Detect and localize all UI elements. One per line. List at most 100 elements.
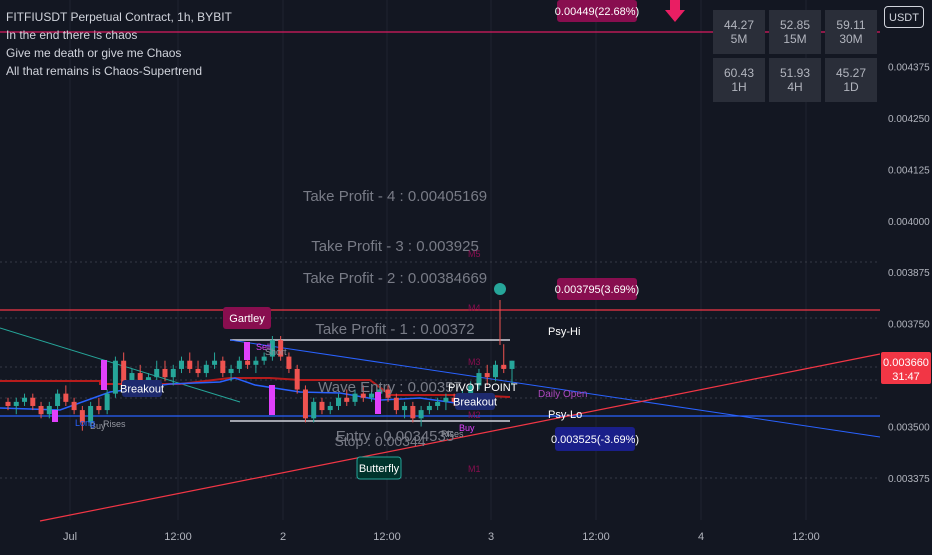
candle-body — [121, 360, 127, 386]
candle-body — [377, 389, 383, 394]
price-tick: 0.003375 — [888, 474, 930, 485]
tf-label: 1D — [843, 80, 859, 94]
current-price-tag — [881, 352, 931, 384]
candle-body — [30, 397, 36, 406]
candle-body — [294, 368, 300, 390]
m5-label: M5 — [468, 249, 481, 259]
candle-body — [253, 360, 259, 365]
candle-body — [492, 364, 498, 378]
candle-body — [369, 393, 375, 398]
price-tick: 0.004375 — [888, 62, 930, 73]
candle-body — [170, 368, 176, 378]
breakout-label-2-box — [455, 393, 495, 410]
supertrend-red — [0, 377, 511, 398]
time-axis-bg — [0, 522, 932, 550]
pattern-candle — [101, 360, 107, 390]
psy-hi-label: Psy-Hi — [548, 326, 580, 338]
candle-body — [245, 360, 251, 365]
callout-up-box — [557, 278, 637, 300]
candle-body — [145, 377, 151, 382]
stop-label: Stop : 0.00344 — [334, 433, 425, 449]
price-tick: 0.004125 — [888, 165, 930, 176]
price-tick: 0.003500 — [888, 423, 930, 434]
tf-cell-1d: 45.27 1D — [825, 58, 877, 102]
tp2-label: Take Profit - 2 : 0.00384669 — [303, 270, 487, 287]
teal-trendline — [0, 327, 241, 403]
chart-header: FITFIUSDT Perpetual Contract, 1h, BYBIT … — [6, 8, 232, 80]
candle-body — [278, 340, 284, 357]
candle-body — [451, 397, 457, 402]
candle-body — [5, 401, 11, 406]
tp1-label: Take Profit - 1 : 0.00372 — [315, 321, 474, 338]
tf-cell-5m: 44.27 5M — [713, 10, 765, 54]
m3-label: M3 — [468, 357, 481, 367]
candle-body — [96, 405, 102, 411]
price-tick: 0.003750 — [888, 320, 930, 331]
breakout-label-1: Breakout — [120, 384, 164, 396]
candle-body — [63, 393, 69, 402]
candle-body — [220, 360, 226, 374]
candle-body — [418, 410, 424, 419]
butterfly-label-box — [356, 456, 402, 480]
candle-body — [344, 397, 350, 402]
callout-down: 0.003525(-3.69%) — [551, 434, 639, 446]
candle-body — [352, 393, 358, 402]
m2-label: M2 — [468, 410, 481, 420]
candle-body — [476, 373, 482, 386]
m1-label: M1 — [468, 464, 481, 474]
timeframe-table: 44.27 5M 52.85 15M 59.11 30M 60.43 1H 51.93 4… — [713, 10, 877, 102]
pivot-point-label: PIVOT POINT — [448, 382, 518, 394]
tf-value: 44.27 — [723, 18, 755, 32]
wave-entry-label: Wave Entry : 0.00357 — [318, 379, 462, 396]
tf-value: 52.85 — [779, 18, 811, 32]
pattern-candle — [52, 410, 58, 422]
candle-body — [435, 401, 441, 406]
candle-body — [38, 405, 44, 415]
tf-cell-30m: 59.11 30M — [825, 10, 877, 54]
tf-cell-1h: 60.43 1H — [713, 58, 765, 102]
candle-body — [484, 373, 490, 378]
tf-value: 51.93 — [779, 66, 811, 80]
tp3-label: Take Profit - 3 : 0.003925 — [311, 238, 479, 255]
time-tick: 12:00 — [792, 531, 820, 543]
candle-body — [228, 368, 234, 374]
price-tick: 0.004250 — [888, 114, 930, 125]
tf-cell-15m: 52.85 15M — [769, 10, 821, 54]
candle-body — [311, 401, 317, 419]
candle-body — [327, 405, 333, 411]
candle-body — [236, 360, 242, 369]
time-tick: 12:00 — [582, 531, 610, 543]
candle-body — [319, 401, 325, 411]
candle-body — [179, 360, 185, 369]
sell-label: Sell — [256, 342, 271, 352]
gartley-label-box — [223, 307, 271, 329]
candle-body — [203, 364, 209, 374]
candle-body — [112, 360, 118, 394]
candle-body — [360, 393, 366, 398]
countdown: 31:47 — [892, 371, 920, 383]
buy-small-label: Buy — [90, 421, 106, 431]
blue-trendline — [229, 339, 881, 438]
candle-body — [137, 373, 143, 382]
currency-button[interactable]: USDT — [884, 6, 924, 28]
red-trendline — [39, 353, 881, 522]
candle-body — [71, 401, 77, 411]
candle-body — [195, 368, 201, 374]
callout-top: 0.00449(22.68%) — [555, 6, 639, 18]
candle-body — [88, 405, 94, 423]
time-tick: 12:00 — [373, 531, 401, 543]
tf-label: 4H — [787, 80, 803, 94]
long-label: Long — [75, 418, 95, 428]
pivot-circle — [494, 283, 506, 295]
candle-body — [426, 405, 432, 411]
candle-body — [79, 410, 85, 423]
daily-open-label: Daily Open — [538, 389, 587, 400]
candle-body — [385, 389, 391, 398]
entry-label: Entry : 0.0034535 — [336, 428, 454, 445]
tf-value: 45.27 — [835, 66, 867, 80]
symbol-title: FITFIUSDT Perpetual Contract, 1h, BYBIT — [6, 10, 232, 24]
candle-body — [162, 368, 168, 378]
indicator-line-2: Give me death or give me Chaos — [6, 46, 182, 60]
candle-body — [393, 397, 399, 411]
